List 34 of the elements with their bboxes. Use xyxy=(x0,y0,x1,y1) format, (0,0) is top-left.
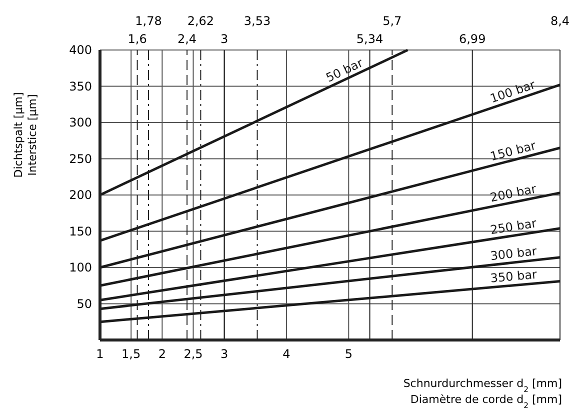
ref-line-label: 1,78 xyxy=(135,14,162,28)
ref-line-label: 8,4 xyxy=(550,14,570,28)
text: 350 bar xyxy=(490,267,538,286)
x-tick-label: 5 xyxy=(344,347,352,361)
text: 150 bar xyxy=(488,138,538,164)
x-axis-title: Schnurdurchmesser d$_{2}$ [mm] Diamètre de corde d$_{2}$ [mm] xyxy=(403,377,562,410)
y-axis-title: Dichtspalt [µm] Interstice [µm] xyxy=(12,92,39,178)
y-tick-label: 150 xyxy=(69,224,92,238)
text: 100 bar xyxy=(488,77,538,106)
x-tick-label: 4 xyxy=(282,347,290,361)
y-tick-label: 350 xyxy=(69,79,92,94)
ref-line-label: 1,6 xyxy=(128,32,147,46)
text: 300 bar xyxy=(490,244,538,264)
x-tick-label: 3 xyxy=(220,347,228,361)
ref-line-label: 5,34 xyxy=(356,32,384,46)
ref-line-label: 3 xyxy=(220,32,228,46)
x-tick-label: 2 xyxy=(158,347,166,361)
ref-line-label: 5,7 xyxy=(382,14,402,28)
y-tick-label: 50 xyxy=(76,296,92,311)
x-tick-label: 1,5 xyxy=(122,347,141,361)
x-tick-label: 2,5 xyxy=(184,347,203,361)
text: 50 bar xyxy=(324,56,366,86)
y-tick-label: 300 xyxy=(69,116,92,130)
x-tick-label: 1 xyxy=(96,347,104,361)
text: 200 bar xyxy=(488,182,538,205)
ref-line-label: 2,62 xyxy=(187,14,214,28)
y-tick-label: 200 xyxy=(69,188,92,202)
ref-line-label: 3,53 xyxy=(244,14,271,28)
y-tick-label: 250 xyxy=(69,152,92,166)
ref-line-label: 6,99 xyxy=(458,32,486,46)
y-tick-label: 400 xyxy=(69,43,92,57)
text: 250 bar xyxy=(489,216,538,238)
ref-line-label: 2,4 xyxy=(177,32,197,46)
y-tick-label: 100 xyxy=(69,260,92,274)
